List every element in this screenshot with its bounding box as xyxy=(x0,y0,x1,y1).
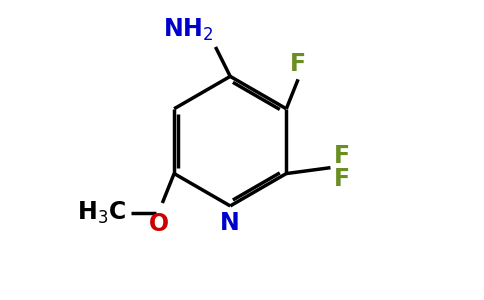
Text: F: F xyxy=(333,167,349,191)
Text: NH$_2$: NH$_2$ xyxy=(163,17,212,44)
Text: F: F xyxy=(290,52,306,76)
Text: N: N xyxy=(220,211,240,235)
Text: O: O xyxy=(150,212,169,236)
Text: H$_3$C: H$_3$C xyxy=(76,199,125,226)
Text: F: F xyxy=(333,144,349,168)
